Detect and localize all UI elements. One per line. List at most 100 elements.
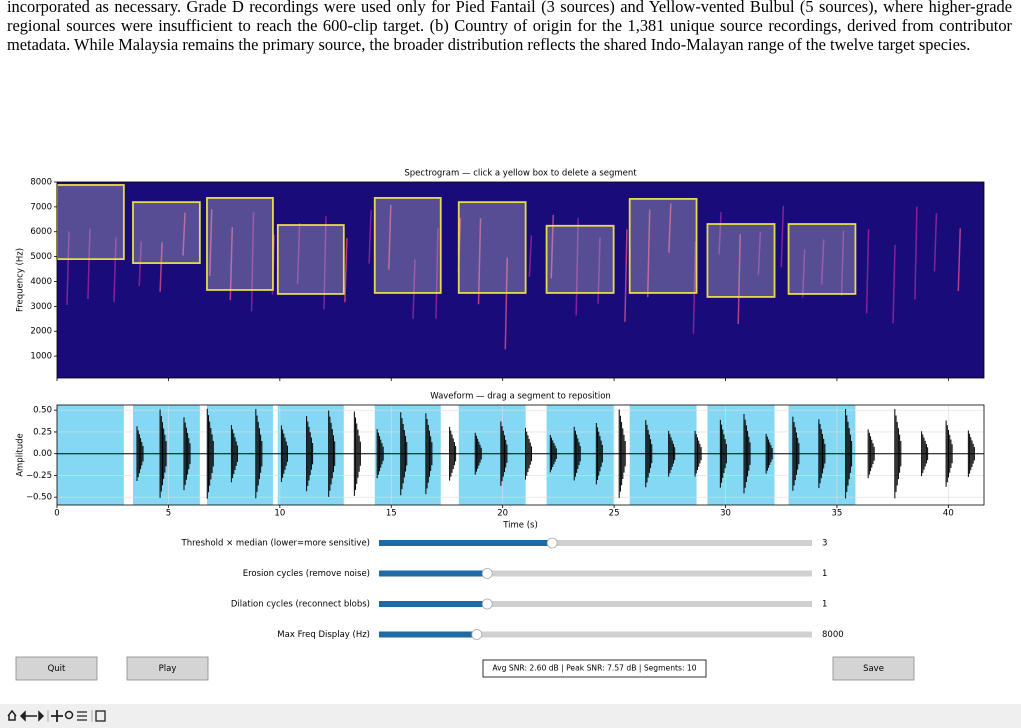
segment-box[interactable] (276, 224, 345, 295)
segment-region[interactable] (707, 405, 775, 505)
slider-fill (379, 631, 477, 638)
spectrogram-streak (933, 213, 938, 272)
x-tick-label: 20 (497, 509, 508, 519)
spectrogram-streak (250, 212, 255, 312)
slider-knob[interactable] (481, 568, 493, 579)
back-button[interactable] (19, 710, 30, 722)
slider-knob[interactable] (481, 598, 493, 610)
axis-title: Waveform — drag a segment to reposition (430, 392, 611, 402)
button[interactable] (15, 656, 98, 681)
spectrogram-streak (388, 204, 392, 270)
status-text: Avg SNR: 2.60 dB | Peak SNR: 7.57 dB | S… (492, 664, 696, 673)
segment-box[interactable] (56, 184, 125, 261)
toolbar-icons (7, 709, 106, 722)
y-tick-label: 5000 (30, 252, 52, 262)
x-tick-label: 35 (832, 509, 843, 519)
segment-box[interactable] (457, 201, 527, 294)
spectrogram-streak (780, 205, 785, 268)
spectrogram-streak (757, 231, 762, 275)
slider-track (379, 601, 812, 607)
slider-fill (379, 601, 488, 607)
x-tick-label: 40 (943, 509, 954, 519)
segment-box[interactable] (628, 198, 698, 294)
pan-button[interactable] (51, 710, 63, 722)
button[interactable] (832, 656, 915, 681)
segment-box[interactable] (206, 197, 274, 291)
spectrogram-streak (865, 229, 870, 314)
home-button[interactable] (7, 709, 17, 721)
spectrogram-streak (87, 228, 91, 299)
spectrogram-streak (801, 249, 806, 298)
spectrogram-streak (477, 218, 482, 305)
segment-box[interactable] (706, 223, 776, 298)
y-tick-label: 4000 (30, 277, 52, 287)
slider-track (379, 631, 812, 638)
spectrogram-streak (66, 231, 70, 306)
spectrogram-streak (914, 206, 918, 300)
y-tick-label: 8000 (30, 178, 52, 188)
waveform-trace (57, 408, 984, 499)
spectrogram-streak (737, 234, 741, 325)
spectrogram-streak (229, 227, 234, 301)
slider-track (379, 540, 812, 546)
spectrogram-streak (344, 238, 348, 303)
save-figure-button[interactable] (95, 710, 106, 722)
y-tick-label: 0.25 (33, 427, 52, 437)
spectrogram-streak (646, 209, 651, 298)
button-label: Quit (48, 664, 66, 674)
button[interactable] (126, 656, 209, 681)
slider-value: 3 (822, 539, 827, 549)
spectrogram-streak (528, 235, 533, 277)
forward-button[interactable] (30, 710, 45, 722)
y-axis-label: Amplitude (16, 433, 26, 477)
spectrogram-streak (435, 228, 439, 319)
segment-box[interactable] (373, 197, 442, 294)
y-tick-label: 7000 (30, 202, 52, 212)
y-tick-label: 2000 (30, 327, 52, 337)
y-tick-label: 3000 (30, 302, 52, 312)
x-tick-label: 5 (166, 509, 171, 519)
segment-region[interactable] (277, 405, 344, 505)
segment-box[interactable] (545, 224, 615, 294)
segment-region[interactable] (57, 405, 124, 505)
button-label: Save (863, 664, 884, 674)
spectrogram-streak (575, 217, 579, 316)
spectrogram-streak (113, 237, 117, 303)
spectrogram-streak (412, 259, 416, 319)
axes-frame (56, 181, 985, 379)
zoom-button[interactable] (64, 710, 74, 720)
slider-value: 8000 (822, 630, 844, 640)
segment-box[interactable] (787, 223, 857, 295)
x-tick-label: 15 (386, 509, 397, 519)
segment-region[interactable] (629, 405, 697, 505)
y-tick-label: 1000 (30, 352, 52, 362)
spectrogram-streak (820, 239, 825, 285)
slider-knob[interactable] (546, 537, 558, 549)
axes-frame (56, 404, 985, 506)
slider-fill (379, 570, 488, 577)
slider-value: 1 (822, 569, 827, 579)
segment-region[interactable] (206, 405, 273, 505)
x-tick-label: 25 (609, 509, 620, 519)
slider-label: Dilation cycles (reconnect blobs) (231, 600, 370, 610)
spectrogram-streak (957, 228, 962, 292)
slider-label: Max Freq Display (Hz) (277, 630, 370, 640)
slider-knob[interactable] (471, 629, 483, 640)
spectrogram-streak (692, 241, 697, 334)
spectrogram-streak (296, 223, 301, 285)
spectrogram-streak (209, 209, 213, 276)
status-box (482, 659, 707, 678)
y-tick-label: 0.00 (33, 449, 52, 459)
spectrogram-streak (840, 230, 845, 296)
segment-region[interactable] (458, 405, 526, 505)
slider-fill (379, 540, 553, 546)
configure-button[interactable] (77, 711, 87, 721)
toolbar (0, 704, 1021, 728)
spectrogram-streak (182, 212, 186, 256)
x-tick-label: 30 (720, 509, 731, 519)
y-tick-label: −0.25 (26, 471, 52, 481)
spectrogram-streak (718, 212, 722, 255)
segment-box[interactable] (132, 201, 201, 264)
